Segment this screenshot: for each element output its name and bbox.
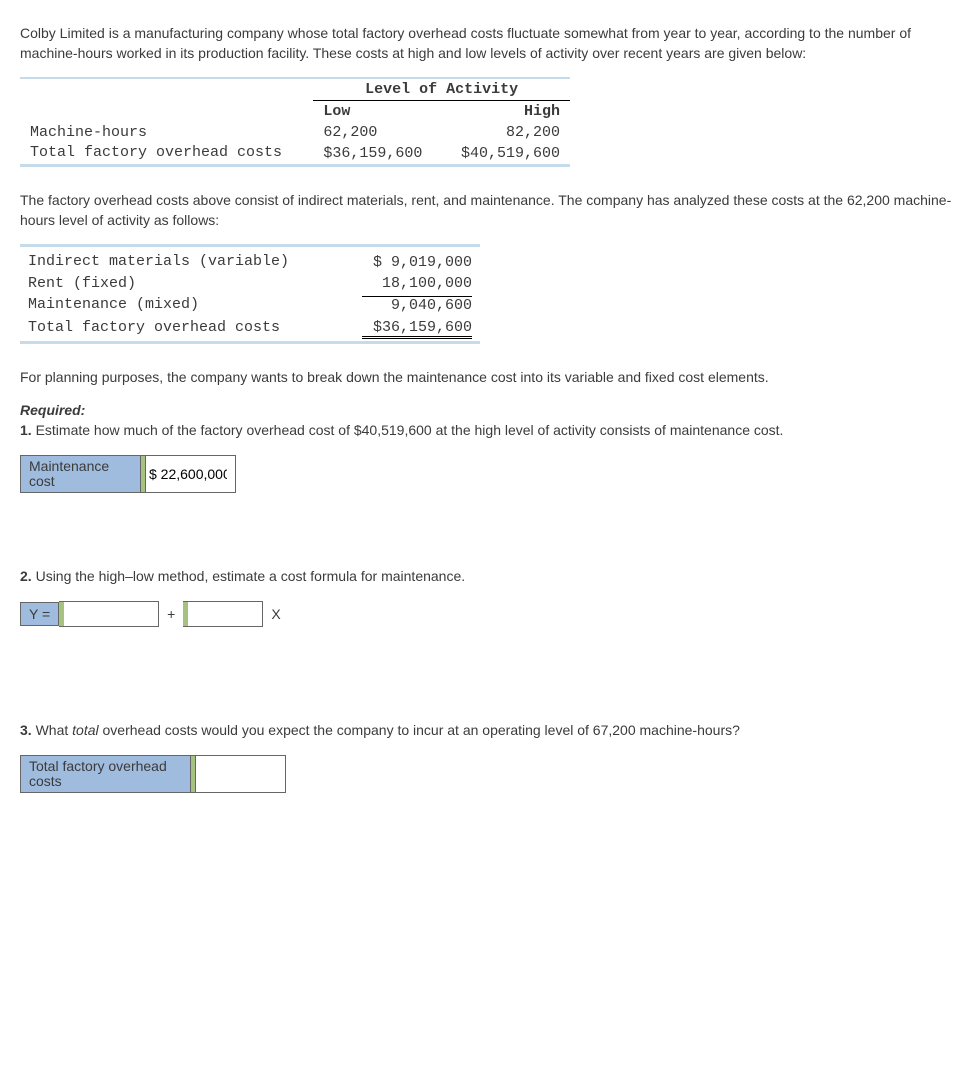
q3-text-post: overhead costs would you expect the comp…	[99, 722, 740, 738]
q3-answer-table: Total factory overhead costs	[20, 755, 286, 794]
q1-answer-table: Maintenance cost	[20, 455, 236, 494]
required-label: Required:	[20, 402, 85, 418]
activity-level-table: Level of Activity Low High Machine-hours…	[20, 77, 570, 167]
intro-paragraph: Colby Limited is a manufacturing company…	[20, 24, 960, 63]
row-label: Total factory overhead costs	[20, 143, 313, 166]
q1-number: 1.	[20, 422, 32, 438]
row-value: 9,040,600	[336, 294, 480, 316]
row-value: $ 9,019,000	[336, 252, 480, 273]
q3-answer-input[interactable]	[199, 766, 277, 782]
q2-number: 2.	[20, 568, 32, 584]
q2-input-a-wrapper	[59, 601, 159, 627]
q2-variable-cost-input[interactable]	[188, 604, 262, 624]
q2-input-b-wrapper	[183, 601, 263, 627]
cell-low: $36,159,600	[313, 143, 441, 166]
q3-text-ital: total	[72, 722, 98, 738]
plus-operator: +	[159, 606, 183, 622]
blank-header	[20, 78, 313, 101]
cell-low: 62,200	[313, 122, 441, 143]
q2-text: Using the high–low method, estimate a co…	[32, 568, 465, 584]
q2-formula-row: Y = + X	[20, 601, 960, 627]
q3-text-pre: What	[32, 722, 72, 738]
row-label: Machine-hours	[20, 122, 313, 143]
row-value: $36,159,600	[336, 316, 480, 343]
mid-paragraph: The factory overhead costs above consist…	[20, 191, 960, 230]
planning-paragraph: For planning purposes, the company wants…	[20, 368, 960, 388]
row-label: Indirect materials (variable)	[20, 252, 336, 273]
q1-answer-input[interactable]	[149, 466, 227, 482]
row-value: 18,100,000	[336, 273, 480, 294]
cell-high: 82,200	[442, 122, 570, 143]
level-of-activity-header: Level of Activity	[313, 78, 570, 101]
row-label: Rent (fixed)	[20, 273, 336, 294]
y-equals-label: Y =	[20, 602, 59, 626]
blank-header	[20, 101, 313, 123]
q1-answer-label: Maintenance cost	[21, 455, 141, 493]
row-label: Maintenance (mixed)	[20, 294, 336, 316]
q2-fixed-cost-input[interactable]	[64, 604, 158, 624]
q1-text: Estimate how much of the factory overhea…	[32, 422, 784, 438]
col-low-header: Low	[313, 101, 441, 123]
q3-answer-label: Total factory overhead costs	[21, 755, 191, 793]
q3-number: 3.	[20, 722, 32, 738]
x-label: X	[263, 606, 288, 622]
row-label: Total factory overhead costs	[20, 316, 336, 343]
cost-breakdown-table: Indirect materials (variable) $ 9,019,00…	[20, 244, 480, 344]
cell-high: $40,519,600	[442, 143, 570, 166]
col-high-header: High	[442, 101, 570, 123]
